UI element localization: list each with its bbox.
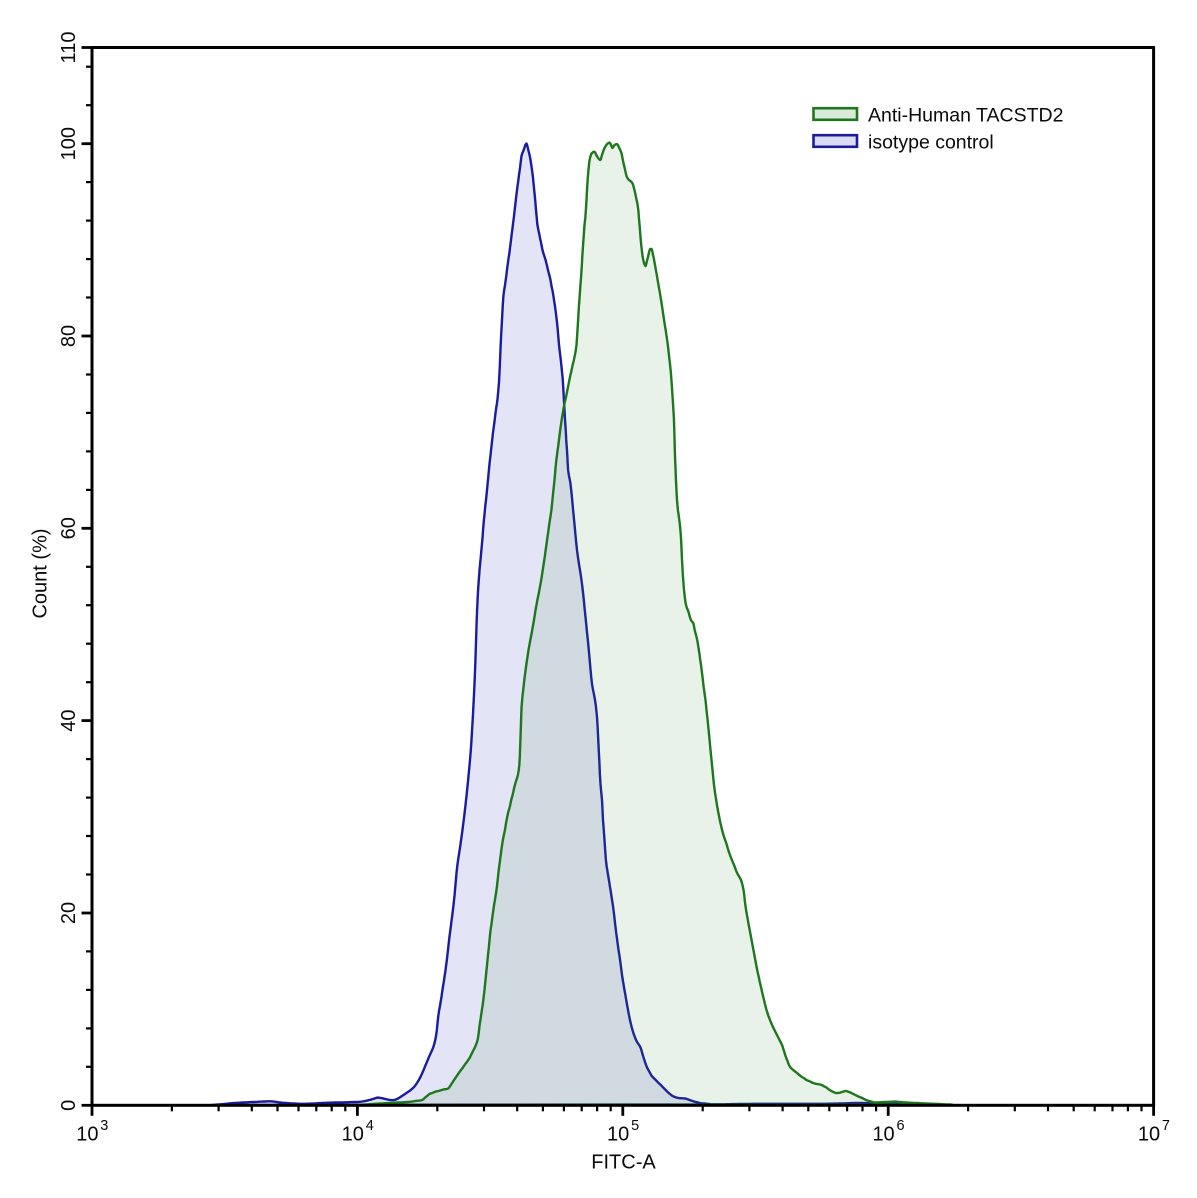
svg-text:3: 3 xyxy=(100,1118,108,1134)
svg-text:10: 10 xyxy=(872,1124,894,1146)
svg-text:110: 110 xyxy=(58,32,80,64)
svg-text:10: 10 xyxy=(76,1124,98,1146)
svg-text:5: 5 xyxy=(631,1118,639,1134)
svg-text:7: 7 xyxy=(1162,1118,1170,1134)
svg-text:10: 10 xyxy=(1138,1124,1160,1146)
svg-text:10: 10 xyxy=(342,1124,364,1146)
svg-text:60: 60 xyxy=(58,517,80,539)
svg-text:40: 40 xyxy=(58,709,80,731)
svg-text:isotype control: isotype control xyxy=(868,132,994,154)
svg-text:10: 10 xyxy=(607,1124,629,1146)
svg-text:80: 80 xyxy=(58,325,80,347)
svg-text:0: 0 xyxy=(58,1100,80,1111)
svg-text:Anti-Human TACSTD2: Anti-Human TACSTD2 xyxy=(868,105,1063,127)
svg-text:4: 4 xyxy=(366,1118,374,1134)
svg-text:Count (%): Count (%) xyxy=(29,528,51,618)
svg-text:100: 100 xyxy=(58,127,80,160)
svg-text:6: 6 xyxy=(897,1118,905,1134)
svg-text:20: 20 xyxy=(58,902,80,924)
svg-text:FITC-A: FITC-A xyxy=(591,1152,656,1174)
